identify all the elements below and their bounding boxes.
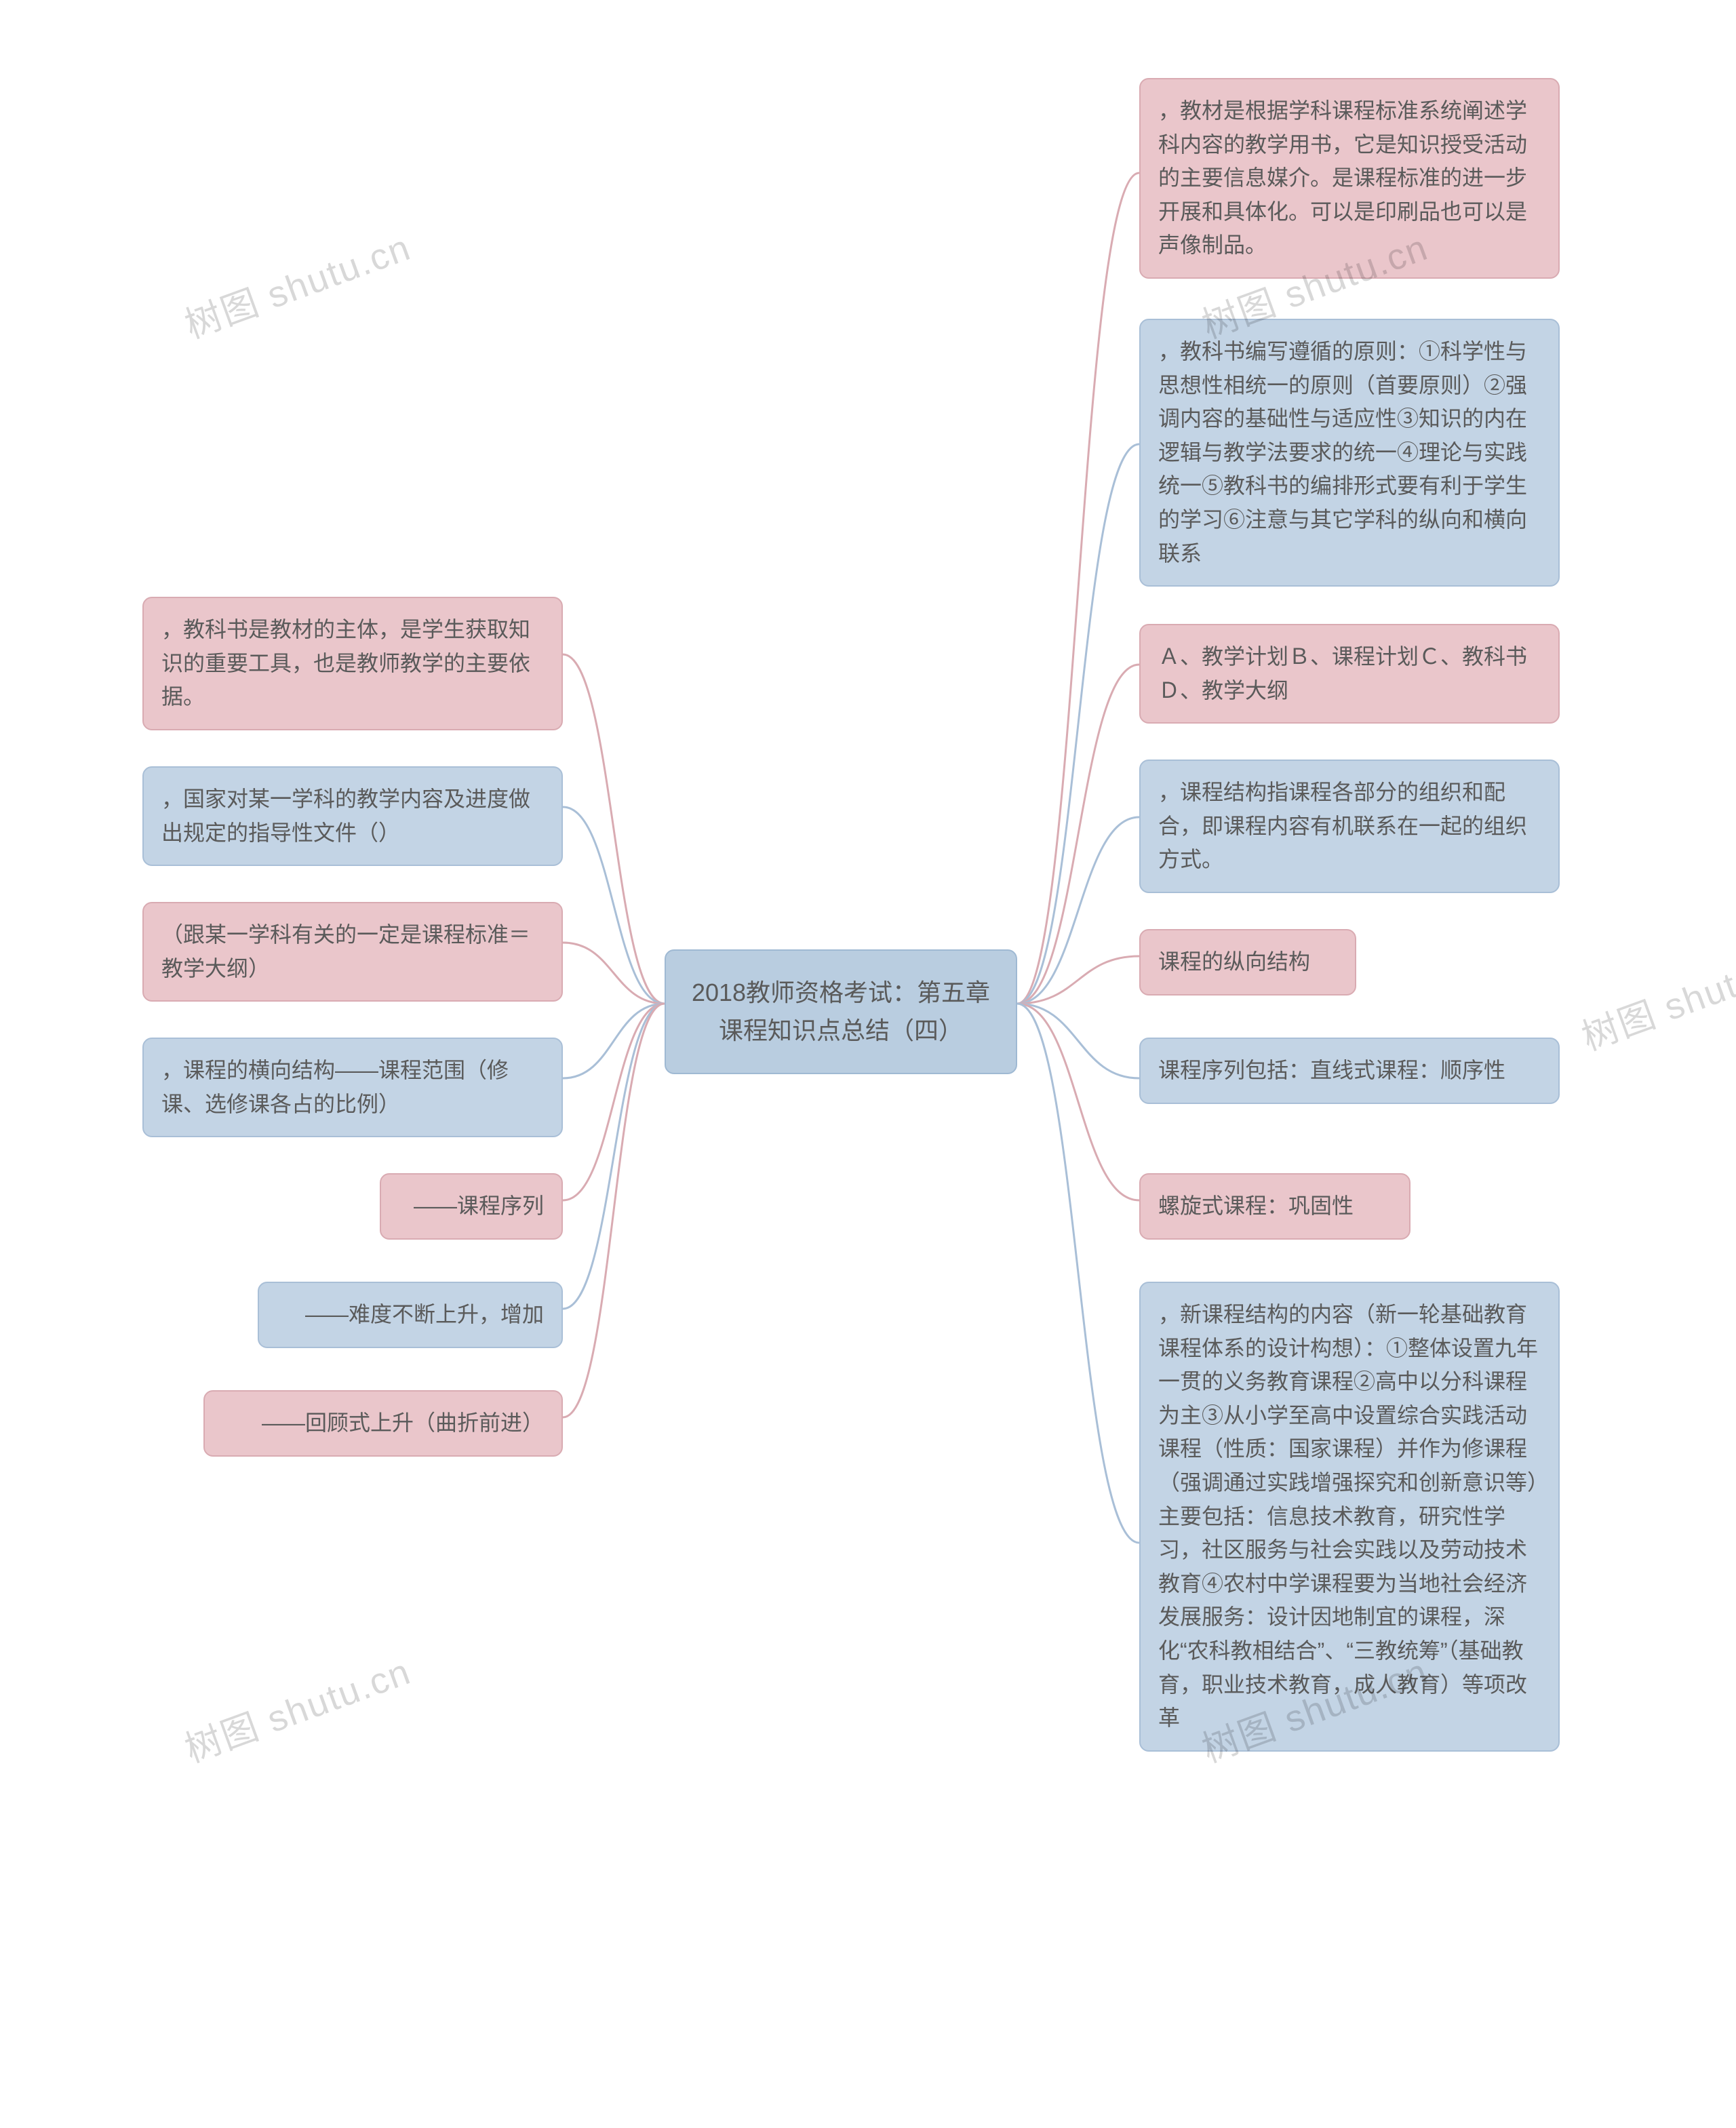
left-node-5: ——难度不断上升，增加 bbox=[258, 1282, 563, 1348]
left-connector-1 bbox=[563, 807, 665, 1004]
right-connector-3 bbox=[1017, 817, 1139, 1004]
right-connector-6 bbox=[1017, 1004, 1139, 1200]
right-node-5: 课程序列包括：直线式课程：顺序性 bbox=[1139, 1038, 1560, 1104]
left-connector-2 bbox=[563, 943, 665, 1004]
right-node-3: ，课程结构指课程各部分的组织和配合，即课程内容有机联系在一起的组织方式。 bbox=[1139, 760, 1560, 893]
center-node: 2018教师资格考试：第五章 课程知识点总结（四） bbox=[665, 949, 1017, 1074]
left-connector-3 bbox=[563, 1004, 665, 1078]
left-node-0: ，教科书是教材的主体，是学生获取知识的重要工具，也是教师教学的主要依据。 bbox=[142, 597, 563, 730]
right-connector-1 bbox=[1017, 444, 1139, 1004]
left-node-6: ——回顾式上升（曲折前进） bbox=[203, 1390, 563, 1457]
right-connector-7 bbox=[1017, 1004, 1139, 1543]
right-node-2: Ａ、教学计划Ｂ、课程计划Ｃ、教科书Ｄ、教学大纲 bbox=[1139, 624, 1560, 724]
right-node-6: 螺旋式课程：巩固性 bbox=[1139, 1173, 1410, 1240]
right-node-7: ，新课程结构的内容（新一轮基础教育课程体系的设计构想）：①整体设置九年一贯的义务… bbox=[1139, 1282, 1560, 1752]
left-connector-5 bbox=[563, 1004, 665, 1309]
right-connector-4 bbox=[1017, 956, 1139, 1004]
left-node-1: ，国家对某一学科的教学内容及进度做出规定的指导性文件（） bbox=[142, 766, 563, 866]
left-node-3: ，课程的横向结构——课程范围（修课、选修课各占的比例） bbox=[142, 1038, 563, 1137]
left-connector-6 bbox=[563, 1004, 665, 1417]
watermark-3: 树图 shutu.cn bbox=[176, 1642, 417, 1773]
left-node-2: （跟某一学科有关的一定是课程标准＝教学大纲） bbox=[142, 902, 563, 1002]
right-node-0: ，教材是根据学科课程标准系统阐述学科内容的教学用书，它是知识授受活动的主要信息媒… bbox=[1139, 78, 1560, 279]
left-node-4: ——课程序列 bbox=[380, 1173, 563, 1240]
right-node-1: ，教科书编写遵循的原则：①科学性与思想性相统一的原则（首要原则）②强调内容的基础… bbox=[1139, 319, 1560, 587]
left-connector-4 bbox=[563, 1004, 665, 1200]
watermark-2: 树图 shutu.cn bbox=[1573, 930, 1736, 1061]
right-connector-5 bbox=[1017, 1004, 1139, 1078]
right-connector-2 bbox=[1017, 665, 1139, 1004]
watermark-0: 树图 shutu.cn bbox=[176, 218, 417, 349]
right-node-4: 课程的纵向结构 bbox=[1139, 929, 1356, 996]
left-connector-0 bbox=[563, 654, 665, 1004]
right-connector-0 bbox=[1017, 173, 1139, 1004]
